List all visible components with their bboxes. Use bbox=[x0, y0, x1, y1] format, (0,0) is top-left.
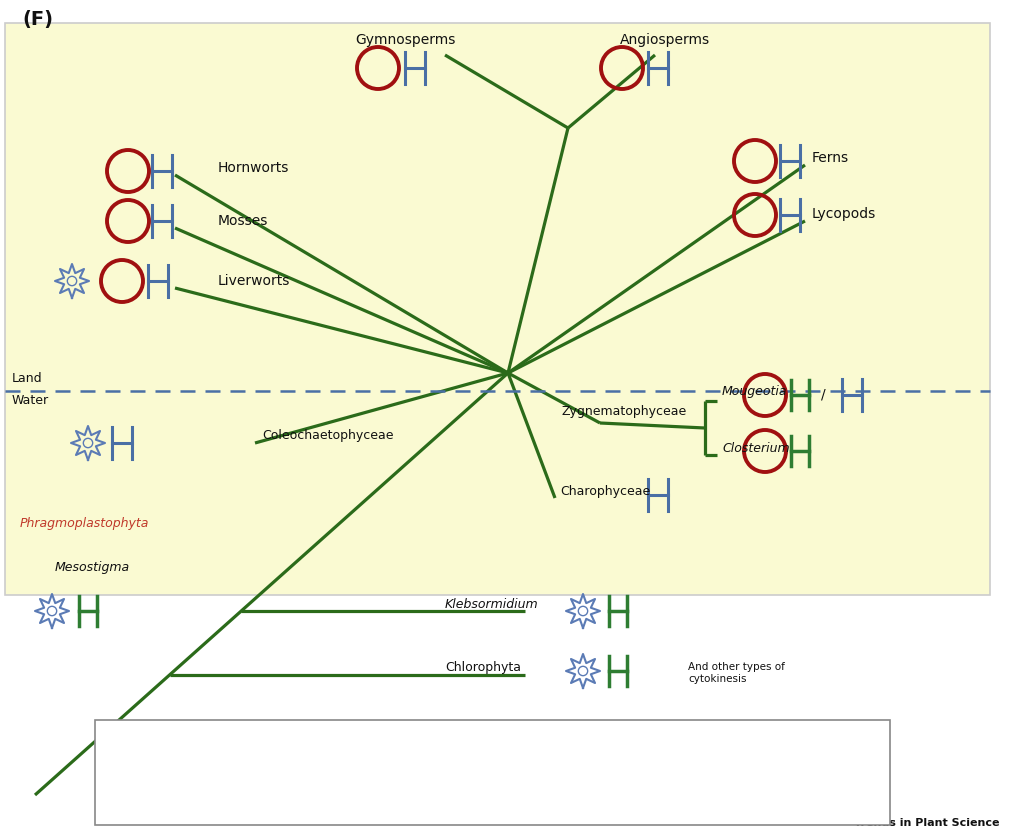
FancyBboxPatch shape bbox=[5, 23, 990, 595]
Text: Zygnematophyceae: Zygnematophyceae bbox=[562, 405, 687, 417]
Text: Centrosome: Centrosome bbox=[355, 781, 431, 795]
Text: Liverworts: Liverworts bbox=[218, 274, 291, 288]
Text: Angiosperms: Angiosperms bbox=[620, 33, 710, 47]
Text: PPB/IMB: PPB/IMB bbox=[182, 781, 232, 795]
Text: Phragmoplast: Phragmoplast bbox=[572, 781, 658, 795]
Text: Phragmoplastophyta: Phragmoplastophyta bbox=[20, 516, 150, 530]
Text: Mosses: Mosses bbox=[218, 214, 268, 228]
Text: Water: Water bbox=[12, 395, 49, 407]
Text: Hornworts: Hornworts bbox=[218, 161, 290, 175]
Text: Cleavage: Cleavage bbox=[775, 781, 834, 795]
Text: And other types of
cytokinesis: And other types of cytokinesis bbox=[688, 662, 784, 684]
Text: Charophyceae: Charophyceae bbox=[560, 485, 650, 497]
Text: Gymnosperms: Gymnosperms bbox=[354, 33, 456, 47]
FancyBboxPatch shape bbox=[95, 720, 890, 825]
Text: Klebsormidium: Klebsormidium bbox=[445, 598, 539, 611]
Text: Mougeotia: Mougeotia bbox=[722, 385, 787, 397]
Text: Lycopods: Lycopods bbox=[812, 207, 877, 221]
Text: /: / bbox=[820, 388, 825, 402]
Text: Coleochaetophyceae: Coleochaetophyceae bbox=[262, 430, 393, 442]
Text: Closterium: Closterium bbox=[722, 441, 790, 455]
Text: Land: Land bbox=[12, 372, 43, 385]
Text: Trends in Plant Science: Trends in Plant Science bbox=[854, 818, 1000, 828]
Text: Key:: Key: bbox=[115, 734, 154, 749]
Text: (F): (F) bbox=[22, 11, 53, 29]
Text: Mesostigma: Mesostigma bbox=[55, 561, 130, 575]
Text: Ferns: Ferns bbox=[812, 151, 849, 165]
Text: Chlorophyta: Chlorophyta bbox=[445, 661, 521, 675]
